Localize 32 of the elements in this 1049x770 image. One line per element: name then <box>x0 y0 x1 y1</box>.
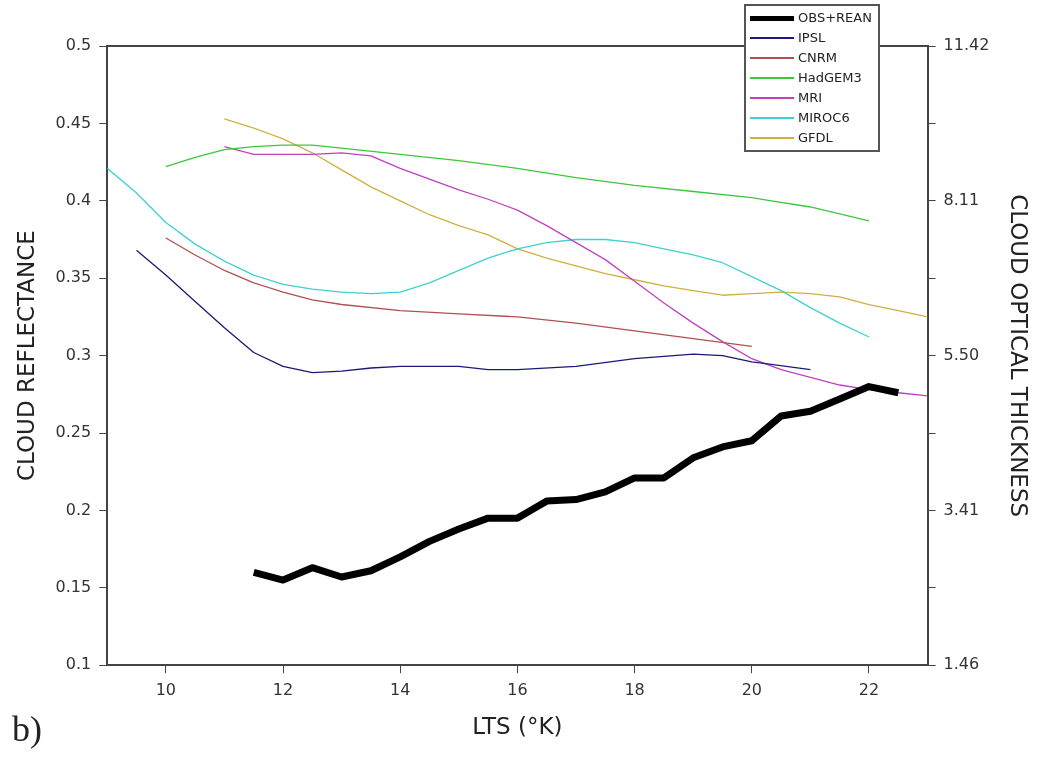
y-tick-label: 0.5 <box>65 35 92 55</box>
y-tick-label: 0.3 <box>65 344 92 364</box>
category-label: 3.41 <box>943 499 980 519</box>
x-tick-label: 14 <box>390 679 411 699</box>
y-tick-label: 0.25 <box>55 422 92 442</box>
x-tick-label: 10 <box>155 679 176 699</box>
legend-label: GFDL <box>798 129 833 147</box>
x-axis-title: LTS (°K) <box>472 713 563 740</box>
category-label: 1.46 <box>943 654 980 674</box>
x-tick-label: 12 <box>272 679 294 699</box>
category-label: 5.50 <box>943 344 980 364</box>
y-tick-label: 0.1 <box>65 654 92 674</box>
x-tick-label: 20 <box>741 679 762 699</box>
legend-label: HadGEM3 <box>798 69 862 87</box>
legend-label: MRI <box>798 89 823 107</box>
legend-label: IPSL <box>798 29 826 47</box>
text: b) <box>12 708 42 750</box>
x-tick-label: 22 <box>858 679 880 699</box>
y-tick-label: 0.15 <box>55 576 92 596</box>
legend-label: MIROC6 <box>798 109 850 127</box>
y-tick-label: 0.45 <box>55 112 92 132</box>
category-label: 11.42 <box>943 35 990 55</box>
y-axis-title: CLOUD REFLECTANCE <box>12 230 39 482</box>
y2-axis-title: CLOUD OPTICAL THICKNESS <box>1006 194 1033 518</box>
y-tick-label: 0.2 <box>65 499 92 519</box>
y-tick-label: 0.4 <box>65 189 92 209</box>
legend-label: OBS+REAN <box>798 9 872 27</box>
legend-label: CNRM <box>798 49 838 67</box>
category-label: 8.11 <box>943 189 980 209</box>
x-tick-label: 16 <box>507 679 528 699</box>
y-tick-label: 0.35 <box>55 267 92 287</box>
x-tick-label: 18 <box>624 679 645 699</box>
